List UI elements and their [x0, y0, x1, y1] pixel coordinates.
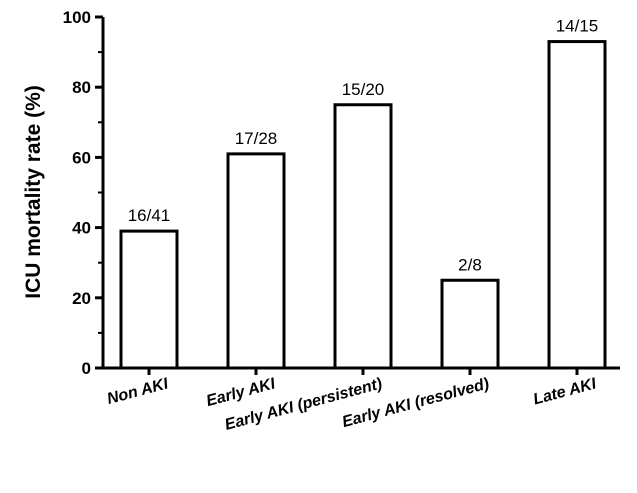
- bar-data-label: 17/28: [235, 129, 278, 148]
- bar-data-label: 2/8: [458, 255, 482, 274]
- bar-data-label: 15/20: [342, 80, 385, 99]
- y-tick-label: 20: [72, 289, 91, 308]
- y-axis-title: ICU mortality rate (%): [22, 85, 45, 299]
- y-tick-label: 100: [63, 8, 91, 27]
- y-tick-label: 60: [72, 148, 91, 167]
- y-tick-label: 80: [72, 78, 91, 97]
- y-tick-label: 0: [82, 359, 91, 378]
- bar: [333, 103, 393, 370]
- bar: [119, 229, 179, 370]
- category-label: Non AKI: [105, 375, 170, 408]
- bar: [226, 152, 286, 370]
- bars: 16/41 17/28 15/20 2/8 14/15: [119, 17, 607, 370]
- bar: [440, 278, 500, 370]
- y-tick-label: 40: [72, 219, 91, 238]
- category-label: Late AKI: [532, 375, 599, 408]
- bar-data-label: 14/15: [556, 17, 599, 36]
- y-axis: 0 20 40 60 80 100: [63, 8, 105, 378]
- bar: [547, 40, 607, 370]
- bar-data-label: 16/41: [128, 206, 171, 225]
